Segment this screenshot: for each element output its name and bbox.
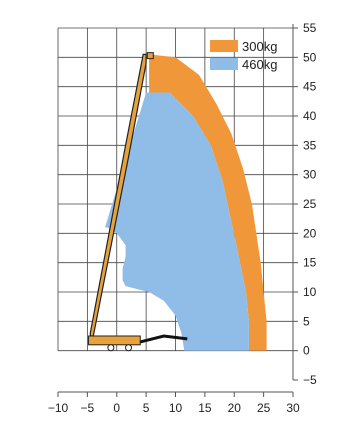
x-tick-label: 20 <box>228 401 242 415</box>
y-tick-label: 0 <box>303 344 310 358</box>
x-tick-label: 5 <box>143 401 150 415</box>
boom-basket <box>146 52 154 60</box>
y-tick-label: 55 <box>303 21 317 35</box>
y-tick-label: 50 <box>303 50 317 64</box>
x-tick-label: 25 <box>257 401 271 415</box>
x-tick-label: 30 <box>286 401 300 415</box>
x-axis-ticks: −10 −5 0 5 10 15 20 25 30 <box>48 392 300 415</box>
y-tick-label: 30 <box>303 168 317 182</box>
boom-base <box>88 335 141 346</box>
legend: 300kg 460kg <box>210 39 277 72</box>
area-300kg <box>149 54 267 351</box>
y-axis-ticks: −5 0 5 10 15 20 25 30 35 40 45 50 55 <box>293 21 317 387</box>
y-tick-label: 25 <box>303 197 317 211</box>
legend-label-460kg: 460kg <box>242 57 277 72</box>
y-tick-label: 15 <box>303 256 317 270</box>
x-tick-label: 10 <box>169 401 183 415</box>
x-tick-label: −10 <box>48 401 69 415</box>
load-areas <box>105 54 267 351</box>
legend-label-300kg: 300kg <box>242 39 277 54</box>
y-tick-label: 35 <box>303 138 317 152</box>
x-tick-label: 0 <box>113 401 120 415</box>
x-tick-label: −5 <box>81 401 95 415</box>
y-tick-label: 40 <box>303 109 317 123</box>
boom-wheel <box>125 344 132 352</box>
legend-swatch-300kg <box>210 40 238 52</box>
y-tick-label: 5 <box>303 314 310 328</box>
boom-wheel <box>107 344 115 352</box>
boom-drawing <box>88 52 188 352</box>
y-tick-label: 10 <box>303 285 317 299</box>
boom-arm <box>89 53 147 337</box>
area-460kg <box>105 92 249 351</box>
legend-swatch-460kg <box>210 58 238 70</box>
y-tick-label: 20 <box>303 226 317 240</box>
x-tick-label: 15 <box>198 401 212 415</box>
y-tick-label: −5 <box>303 373 317 387</box>
y-tick-label: 45 <box>303 80 317 94</box>
